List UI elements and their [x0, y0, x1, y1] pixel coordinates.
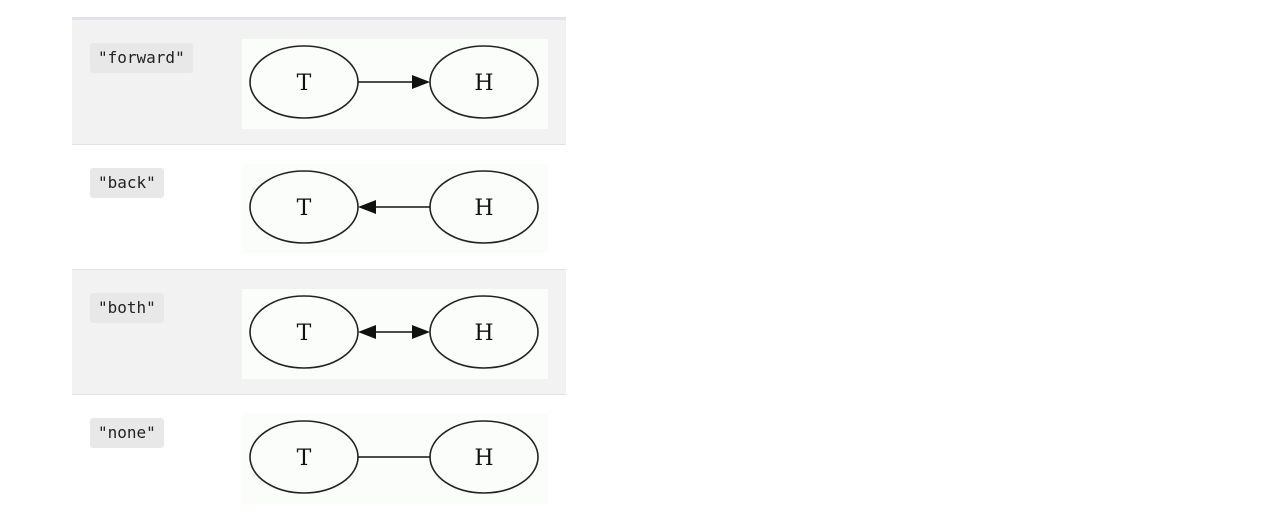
- graph-forward: T H: [249, 45, 539, 119]
- node-head-label: H: [474, 321, 493, 346]
- table-row-none: "none" T H: [72, 395, 566, 520]
- graph-both: T H: [249, 295, 539, 369]
- diagram-both: T H: [242, 289, 548, 379]
- arrow-direction-table: "forward" T H "back" T H ": [72, 17, 566, 520]
- diagram-none: T H: [242, 414, 548, 504]
- arrowhead-forward: [412, 325, 430, 339]
- code-value: "both": [90, 293, 164, 323]
- table-row-forward: "forward" T H: [72, 20, 566, 145]
- node-tail-label: T: [297, 196, 312, 221]
- diagram-forward: T H: [242, 39, 548, 129]
- node-tail-label: T: [297, 321, 312, 346]
- node-head-label: H: [474, 71, 493, 96]
- graph-back: T H: [249, 170, 539, 244]
- code-value: "forward": [90, 43, 193, 73]
- node-head-label: H: [474, 446, 493, 471]
- arrowhead-forward: [412, 75, 430, 89]
- table-row-both: "both" T H: [72, 270, 566, 395]
- node-tail-label: T: [297, 71, 312, 96]
- code-value: "back": [90, 168, 164, 198]
- diagram-back: T H: [242, 164, 548, 254]
- node-head-label: H: [474, 196, 493, 221]
- table-row-back: "back" T H: [72, 145, 566, 270]
- graph-none: T H: [249, 420, 539, 494]
- arrowhead-back: [358, 325, 376, 339]
- code-value: "none": [90, 418, 164, 448]
- arrowhead-back: [358, 200, 376, 214]
- node-tail-label: T: [297, 446, 312, 471]
